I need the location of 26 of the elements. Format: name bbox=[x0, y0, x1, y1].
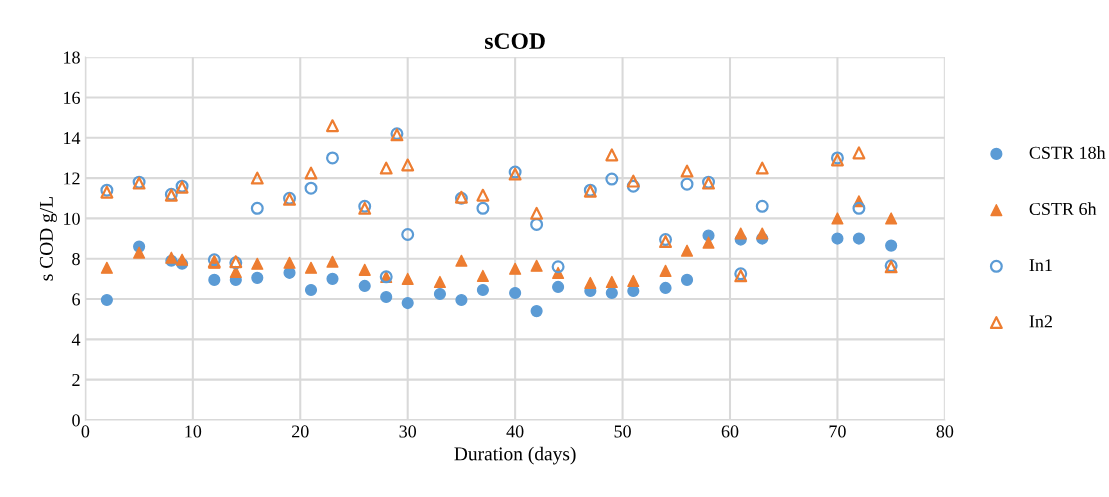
legend-label: In1 bbox=[1029, 259, 1052, 272]
legend-label: CSTR 18h bbox=[1029, 146, 1106, 159]
x-tick-label: 80 bbox=[936, 425, 954, 438]
chart-title: sCOD bbox=[485, 33, 545, 50]
x-tick-label: 20 bbox=[292, 425, 309, 438]
y-tick-label: 12 bbox=[64, 172, 80, 185]
x-tick-label: 40 bbox=[506, 425, 524, 438]
legend-label: In2 bbox=[1029, 315, 1052, 328]
y-tick-label: 8 bbox=[72, 252, 80, 266]
y-tick-label: 14 bbox=[64, 132, 81, 145]
x-tick-label: 50 bbox=[614, 425, 631, 438]
y-tick-label: 4 bbox=[71, 333, 81, 346]
y-tick-label: 0 bbox=[72, 414, 80, 427]
x-tick-label: 10 bbox=[185, 425, 202, 438]
x-tick-label: 60 bbox=[721, 425, 739, 438]
x-axis-title: Duration (days) bbox=[454, 446, 576, 465]
y-tick-label: 2 bbox=[72, 373, 80, 386]
x-tick-label: 0 bbox=[81, 425, 90, 438]
y-tick-label: 6 bbox=[72, 293, 80, 306]
y-tick-label: 10 bbox=[64, 212, 80, 225]
y-tick-label: 18 bbox=[64, 51, 80, 64]
y-tick-label: 16 bbox=[64, 91, 80, 104]
y-axis-title: s COD g/L bbox=[39, 197, 57, 281]
x-tick-label: 70 bbox=[829, 425, 846, 438]
legend-label: CSTR 6h bbox=[1029, 202, 1097, 216]
x-tick-label: 30 bbox=[399, 425, 417, 438]
